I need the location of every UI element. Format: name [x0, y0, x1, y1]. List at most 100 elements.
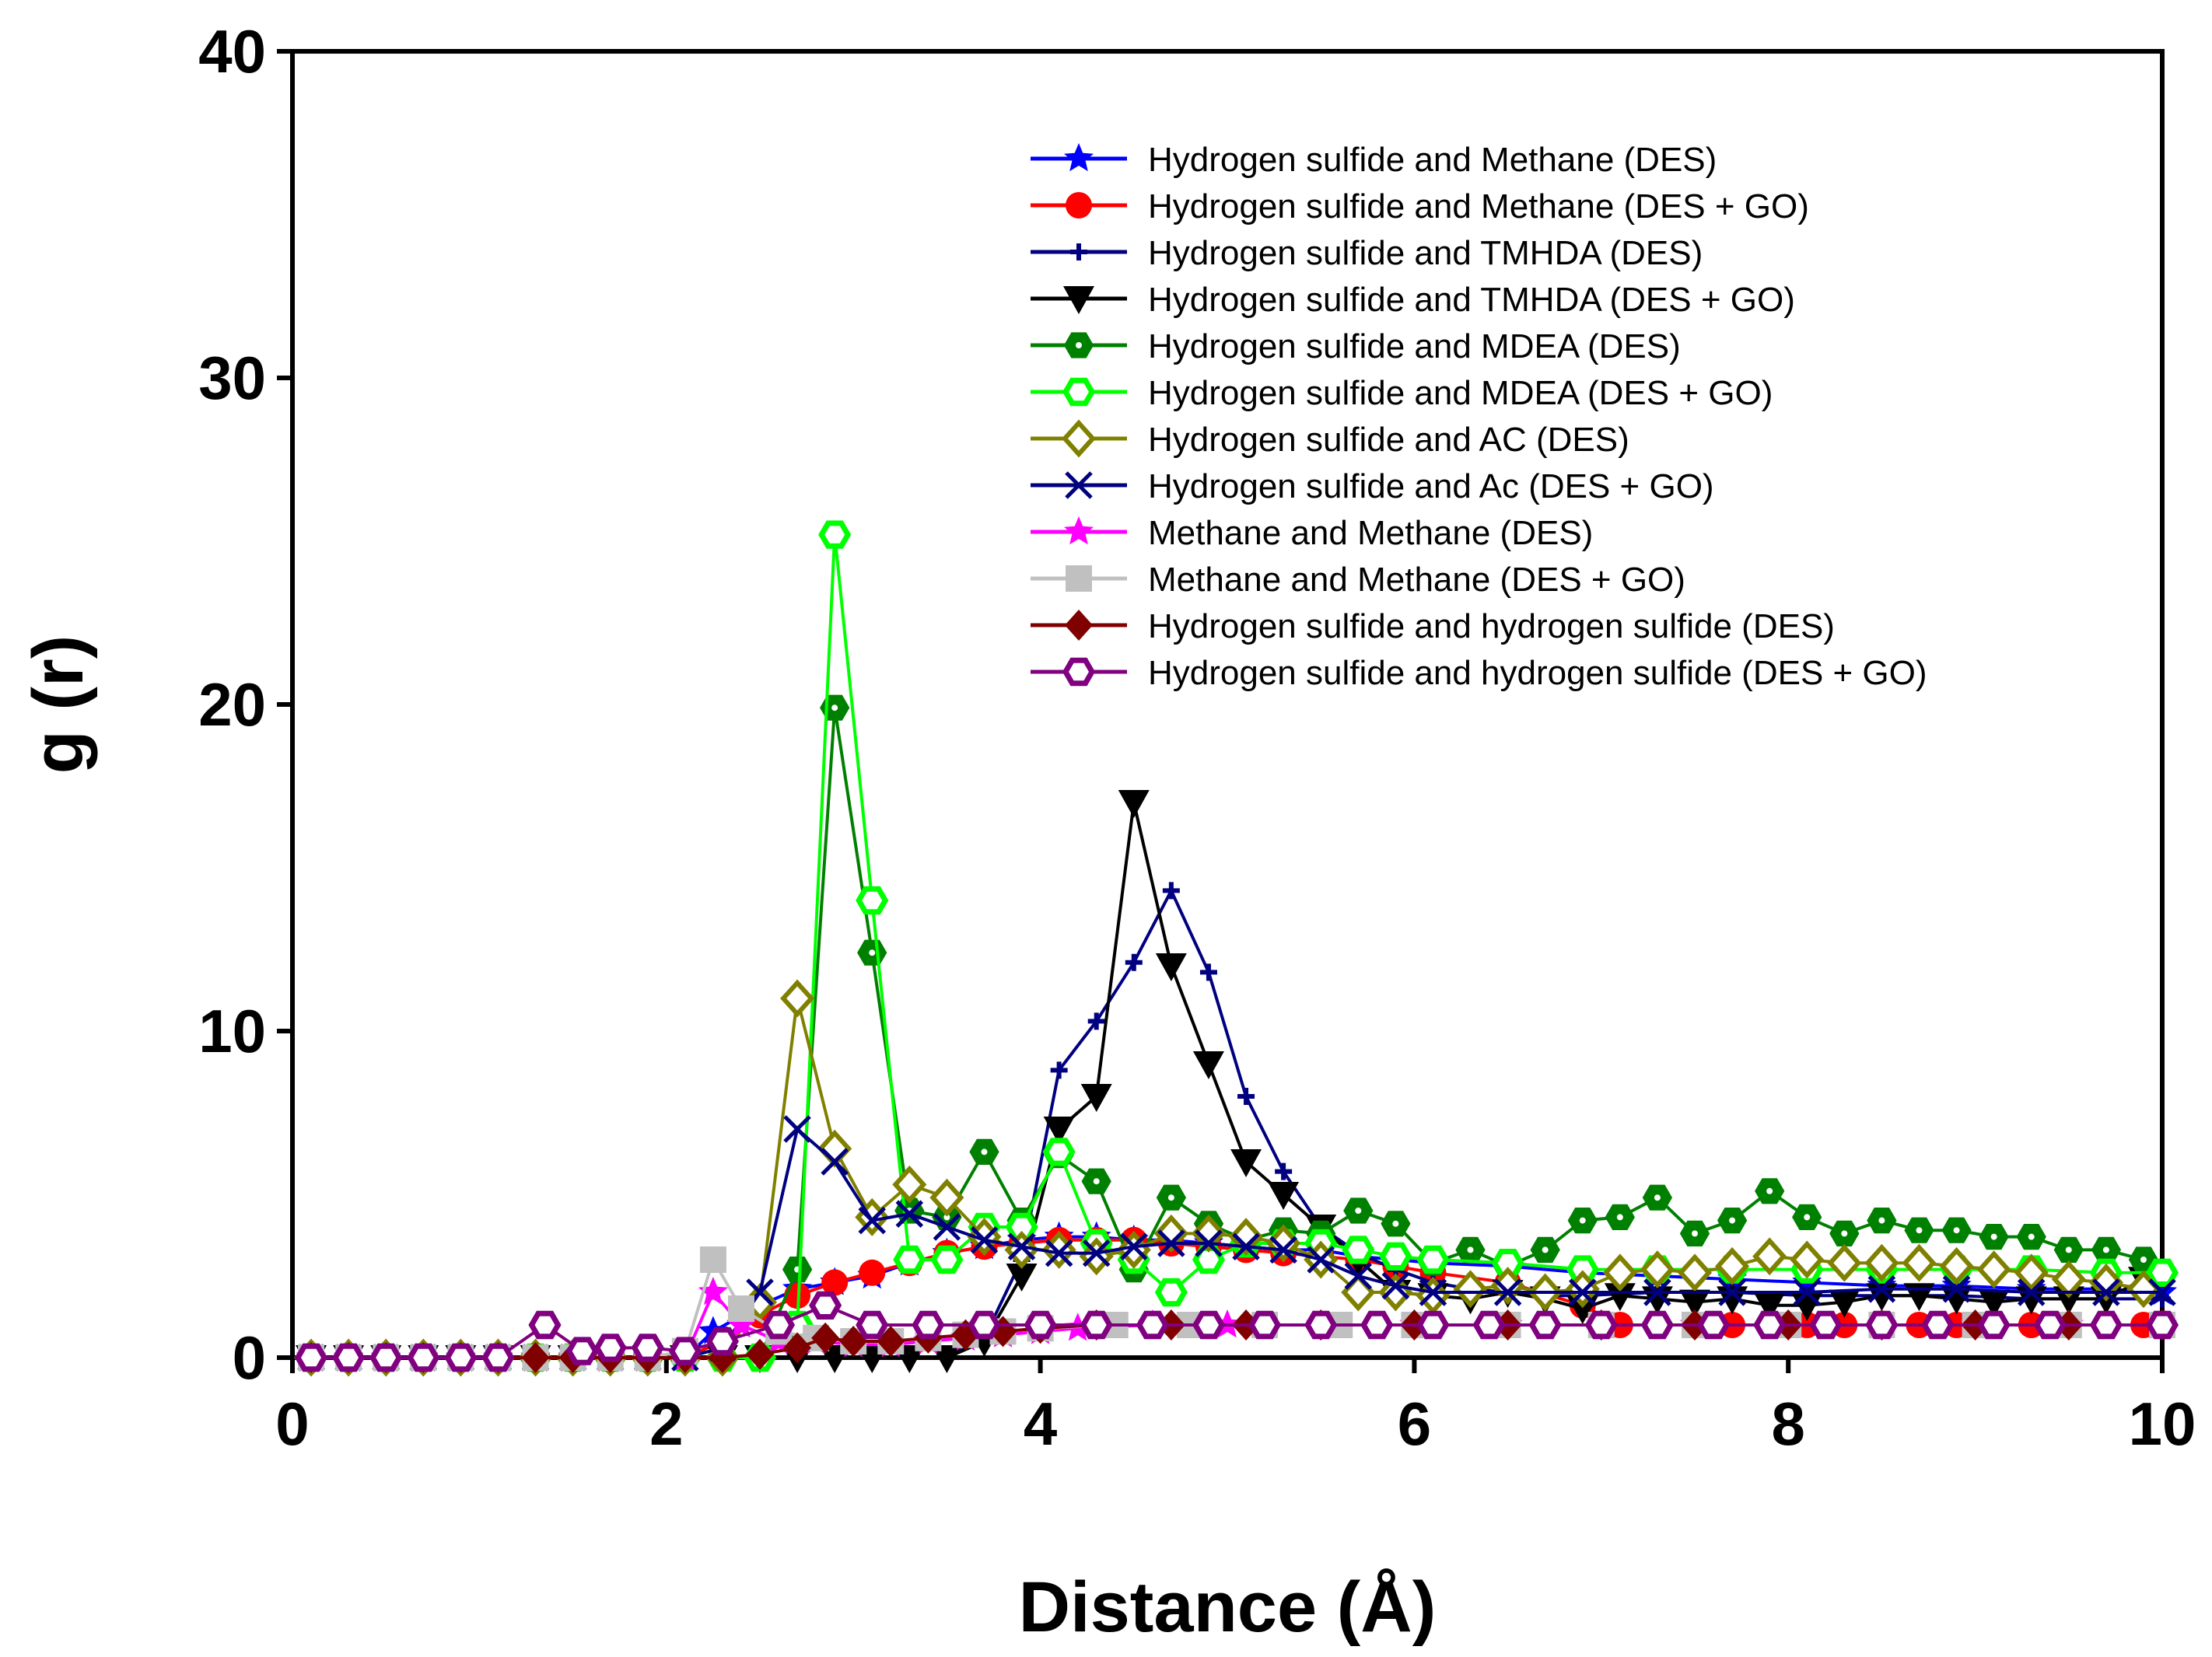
data-point [1941, 1286, 1972, 1315]
legend-marker-center [1076, 342, 1082, 348]
data-point [968, 1310, 1001, 1340]
data-point [1304, 1310, 1338, 1340]
data-point [1679, 1289, 1710, 1318]
y-tick-label: 40 [198, 17, 266, 86]
data-point [2014, 1253, 2049, 1292]
legend-marker [1064, 143, 1094, 172]
data-point [407, 1343, 440, 1372]
legend-marker [1065, 471, 1093, 499]
legend-marker [1064, 516, 1094, 545]
data-point-center [943, 1214, 950, 1221]
data-point-center [1878, 1217, 1885, 1224]
data-point-center [1804, 1214, 1811, 1221]
data-point [727, 1295, 754, 1322]
data-point [1453, 1270, 1488, 1309]
data-point-center [1692, 1230, 1698, 1237]
data-point-center [1953, 1227, 1960, 1234]
data-point-center [869, 949, 876, 956]
data-point [895, 1200, 924, 1228]
data-point [1162, 882, 1180, 900]
legend-label: Hydrogen sulfide and hydrogen sulfide (D… [1148, 607, 1835, 645]
data-point [1715, 1246, 1750, 1285]
data-point [1230, 1149, 1262, 1177]
data-point [818, 520, 852, 549]
data-point [1640, 1310, 1674, 1340]
data-point [1939, 1246, 1974, 1285]
data-point [1153, 1214, 1188, 1253]
data-point [746, 1338, 774, 1370]
series-line [311, 997, 2144, 1359]
legend-entry: Hydrogen sulfide and Methane (DES + GO) [1031, 187, 1809, 225]
data-point [1042, 1138, 1076, 1166]
legend-entry: Hydrogen sulfide and AC (DES) [1031, 419, 1629, 459]
data-point [1978, 1289, 2010, 1318]
data-point [1342, 1236, 1375, 1264]
data-point [1192, 1310, 1226, 1340]
data-point-center [2065, 1246, 2072, 1253]
data-point [1045, 1239, 1073, 1267]
data-point [931, 1345, 963, 1373]
data-point [2089, 1310, 2123, 1340]
data-point [1195, 1229, 1223, 1257]
data-point [1493, 1278, 1522, 1306]
data-point [565, 1337, 599, 1365]
data-point-center [1093, 1178, 1100, 1185]
y-axis: 0 10 20 30 40 [198, 17, 292, 1392]
data-point [1136, 1310, 1169, 1340]
data-point-center [1916, 1227, 1923, 1234]
data-point [1718, 1278, 1746, 1306]
legend-entry: Hydrogen sulfide and Ac (DES + GO) [1031, 467, 1714, 505]
legend-entry: Hydrogen sulfide and Methane (DES) [1031, 141, 1717, 179]
legend: Hydrogen sulfide and Methane (DES) Hydrog… [1031, 141, 1927, 692]
data-point [1827, 1243, 1862, 1282]
legend-entry: Hydrogen sulfide and hydrogen sulfide (D… [1031, 607, 1835, 645]
data-point [1157, 1229, 1185, 1257]
data-point [859, 1259, 886, 1286]
series-12 [294, 1291, 2179, 1372]
data-point [1867, 1275, 1896, 1303]
legend-label: Hydrogen sulfide and TMHDA (DES + GO) [1148, 281, 1795, 319]
legend-marker [1062, 377, 1096, 407]
x-tick-label: 0 [275, 1390, 309, 1458]
data-point [481, 1343, 515, 1372]
data-point [856, 1310, 889, 1340]
data-point [2145, 1310, 2179, 1340]
legend-marker [1061, 419, 1097, 458]
data-point [1643, 1278, 1671, 1306]
data-point-center [1729, 1217, 1736, 1224]
data-point [839, 1326, 868, 1357]
legend-label: Hydrogen sulfide and Methane (DES) [1148, 141, 1717, 179]
data-point-center [1392, 1220, 1399, 1227]
legend-marker [1062, 657, 1096, 687]
data-point-center [1355, 1208, 1362, 1214]
legend-entry: Hydrogen sulfide and TMHDA (DES + GO) [1031, 281, 1795, 319]
data-point [892, 1165, 927, 1204]
data-point [821, 1269, 849, 1296]
data-point-center [831, 704, 838, 711]
data-point [1566, 1296, 1598, 1324]
data-point [1568, 1278, 1597, 1306]
data-point [1809, 1310, 1843, 1340]
data-point [933, 1213, 961, 1241]
data-point [877, 1326, 905, 1357]
data-point [2092, 1278, 2120, 1306]
data-point [1419, 1278, 1447, 1306]
data-point-center [2102, 1246, 2109, 1253]
data-point [1006, 1264, 1038, 1292]
data-point [1379, 1242, 1412, 1271]
y-tick-label: 20 [198, 670, 266, 739]
data-point [1155, 953, 1187, 981]
data-point-center [1467, 1246, 1474, 1253]
data-point [1125, 953, 1143, 971]
data-point [726, 1309, 756, 1338]
data-point [1921, 1310, 1955, 1340]
data-point [2033, 1310, 2067, 1340]
data-point [1087, 1012, 1105, 1030]
data-point [1696, 1310, 1731, 1340]
data-point [1268, 1182, 1300, 1210]
legend-label: Hydrogen sulfide and TMHDA (DES) [1148, 234, 1703, 272]
data-point [698, 1277, 728, 1306]
data-point [699, 1246, 726, 1273]
data-point [1472, 1310, 1506, 1340]
data-point [1902, 1243, 1937, 1282]
